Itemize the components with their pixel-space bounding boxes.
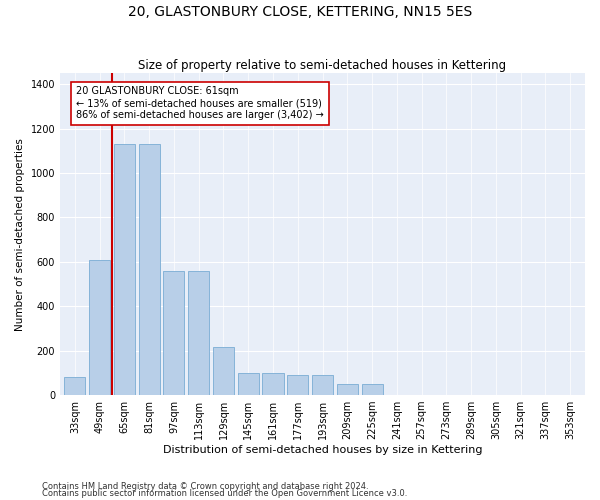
Text: Contains HM Land Registry data © Crown copyright and database right 2024.: Contains HM Land Registry data © Crown c… <box>42 482 368 491</box>
Bar <box>114 144 135 395</box>
X-axis label: Distribution of semi-detached houses by size in Kettering: Distribution of semi-detached houses by … <box>163 445 482 455</box>
Bar <box>163 271 184 395</box>
Bar <box>188 271 209 395</box>
Bar <box>362 384 383 395</box>
Bar <box>337 384 358 395</box>
Bar <box>64 378 85 395</box>
Bar <box>312 375 333 395</box>
Bar <box>287 375 308 395</box>
Bar <box>238 373 259 395</box>
Y-axis label: Number of semi-detached properties: Number of semi-detached properties <box>15 138 25 330</box>
Bar <box>213 348 234 395</box>
Text: 20, GLASTONBURY CLOSE, KETTERING, NN15 5ES: 20, GLASTONBURY CLOSE, KETTERING, NN15 5… <box>128 5 472 19</box>
Text: Contains public sector information licensed under the Open Government Licence v3: Contains public sector information licen… <box>42 490 407 498</box>
Bar <box>89 260 110 395</box>
Text: 20 GLASTONBURY CLOSE: 61sqm
← 13% of semi-detached houses are smaller (519)
86% : 20 GLASTONBURY CLOSE: 61sqm ← 13% of sem… <box>76 86 324 120</box>
Bar <box>139 144 160 395</box>
Bar <box>262 373 284 395</box>
Title: Size of property relative to semi-detached houses in Kettering: Size of property relative to semi-detach… <box>139 59 506 72</box>
